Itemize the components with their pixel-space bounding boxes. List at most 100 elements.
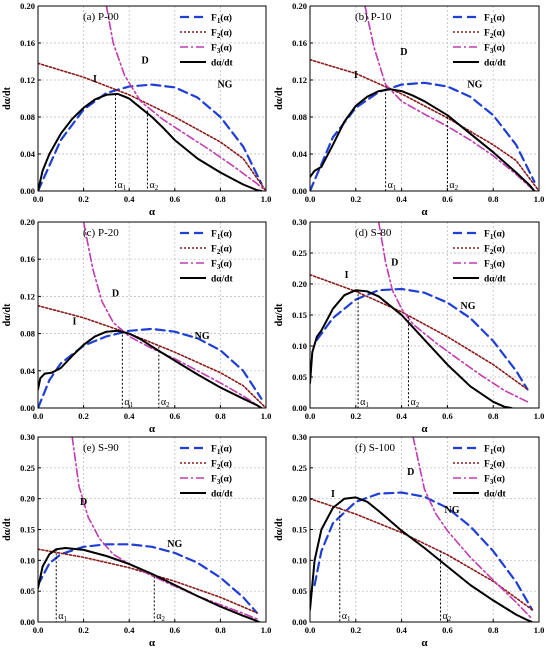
plot-frame xyxy=(37,221,267,409)
y-tick-label: 0.15 xyxy=(292,310,307,320)
legend-label: F1(α) xyxy=(211,13,232,26)
x-tick-label: 0.4 xyxy=(396,411,407,421)
x-tick-label: 0.8 xyxy=(215,411,226,421)
legend-label: dα/dt xyxy=(211,59,234,69)
legend-label: F2(α) xyxy=(484,28,505,41)
alpha-marker-label: α2 xyxy=(149,180,158,192)
legend-label: F3(α) xyxy=(211,43,232,56)
x-tick-label: 1.0 xyxy=(261,411,272,421)
series-line-3 xyxy=(412,437,533,620)
series-line-3 xyxy=(105,6,266,191)
alpha-marker-label: α1 xyxy=(124,397,133,409)
y-tick-label: 0.20 xyxy=(292,279,307,289)
series-group xyxy=(310,437,534,622)
y-axis-label: dα/dt xyxy=(274,303,285,326)
series-line-3 xyxy=(364,6,536,191)
x-tick-label: 0.2 xyxy=(78,194,89,204)
x-tick-label: 0.0 xyxy=(33,194,44,204)
panel-title: (b) P-10 xyxy=(355,11,392,23)
y-tick-label: 0.00 xyxy=(20,186,35,196)
panel-title: (c) P-20 xyxy=(83,227,119,239)
y-tick-label: 0.04 xyxy=(20,149,36,159)
series-line-1 xyxy=(315,287,529,391)
x-tick-label: 0.6 xyxy=(169,411,180,421)
x-tick-label: 0.4 xyxy=(396,194,407,204)
alpha-marker-label: α2 xyxy=(410,397,419,409)
series-line-1 xyxy=(310,81,536,191)
series-line-1 xyxy=(38,543,258,614)
x-axis-label: α xyxy=(149,637,156,649)
alpha-marker-label: α2 xyxy=(449,180,458,192)
legend-label: dα/dt xyxy=(484,490,507,500)
curve-region-label: I xyxy=(331,489,335,500)
curve-region-label: D xyxy=(142,55,149,66)
series-line-1 xyxy=(38,327,263,408)
legend-label: F3(α) xyxy=(484,43,505,56)
y-tick-label: 0.30 xyxy=(20,432,35,442)
x-tick-label: 0.2 xyxy=(78,625,89,635)
y-tick-label: 0.00 xyxy=(20,617,35,627)
chart-panel-3: α1 α2 I D NG 0.0 0.2 0.4 0.6 0.8 1.0 0.00 0.04 0.08 0.… xyxy=(2,217,271,435)
series-line-4 xyxy=(38,92,263,191)
x-axis-label: α xyxy=(149,423,156,435)
curve-region-label: NG xyxy=(467,79,482,90)
x-tick-label: 0.0 xyxy=(33,411,44,421)
curve-region-label: I xyxy=(345,270,349,281)
legend-label: F1(α) xyxy=(484,229,505,242)
y-tick-label: 0.30 xyxy=(292,217,307,227)
y-tick-label: 0.00 xyxy=(20,403,35,413)
y-tick-label: 0.05 xyxy=(292,372,307,382)
curve-region-label: NG xyxy=(461,301,476,312)
curve-region-label: D xyxy=(80,497,87,508)
x-tick-label: 0.0 xyxy=(33,625,44,635)
series-line-4 xyxy=(310,289,513,408)
x-tick-label: 0.6 xyxy=(169,194,180,204)
curve-region-label: D xyxy=(407,467,414,478)
series-line-2 xyxy=(310,497,533,611)
x-tick-label: 1.0 xyxy=(261,625,272,635)
series-line-1 xyxy=(313,491,534,611)
x-tick-label: 1.0 xyxy=(534,411,545,421)
y-tick-label: 0.10 xyxy=(292,555,307,565)
x-tick-label: 0.2 xyxy=(350,194,361,204)
x-tick-label: 0.8 xyxy=(488,194,499,204)
y-tick-label: 0.12 xyxy=(20,75,35,85)
alpha-marker-label: α1 xyxy=(360,397,369,409)
series-line-4 xyxy=(310,496,534,622)
legend-label: F3(α) xyxy=(211,259,232,272)
y-tick-label: 0.15 xyxy=(292,525,307,535)
curve-region-label: I xyxy=(354,70,358,81)
alpha-marker-label: α1 xyxy=(58,611,67,623)
legend-label: dα/dt xyxy=(484,59,507,69)
x-tick-label: 0.0 xyxy=(305,625,316,635)
y-tick-label: 0.25 xyxy=(292,463,307,473)
y-tick-label: 0.16 xyxy=(292,38,307,48)
series-line-2 xyxy=(310,273,529,391)
curve-region-label: D xyxy=(391,257,398,268)
series-group xyxy=(38,222,266,408)
curve-region-label: I xyxy=(93,74,97,85)
x-tick-label: 0.8 xyxy=(215,625,226,635)
panel-title: (d) S-80 xyxy=(355,227,392,239)
series-line-2 xyxy=(38,304,266,408)
legend-label: F2(α) xyxy=(484,244,505,257)
y-tick-label: 0.12 xyxy=(20,291,35,301)
y-tick-label: 0.20 xyxy=(292,1,307,11)
plot-frame xyxy=(37,5,267,192)
x-tick-label: 0.4 xyxy=(396,625,407,635)
y-axis-label: dα/dt xyxy=(2,303,13,326)
x-tick-label: 0.0 xyxy=(305,411,316,421)
legend-label: dα/dt xyxy=(484,275,507,285)
series-line-4 xyxy=(310,88,536,191)
y-tick-label: 0.20 xyxy=(20,1,35,11)
alpha-marker-label: α1 xyxy=(118,180,127,192)
legend-label: F3(α) xyxy=(211,474,232,487)
legend-label: F1(α) xyxy=(484,444,505,457)
chart-panel-2: α1 α2 I D NG 0.0 0.2 0.4 0.6 0.8 1.0 0.00 0.04 0.08 0.… xyxy=(274,1,544,218)
y-tick-label: 0.00 xyxy=(292,186,307,196)
y-tick-label: 0.00 xyxy=(292,617,307,627)
y-tick-label: 0.20 xyxy=(20,494,35,504)
curve-region-label: NG xyxy=(167,539,182,550)
alpha-marker-label: α1 xyxy=(342,611,351,623)
x-tick-label: 0.6 xyxy=(442,625,453,635)
